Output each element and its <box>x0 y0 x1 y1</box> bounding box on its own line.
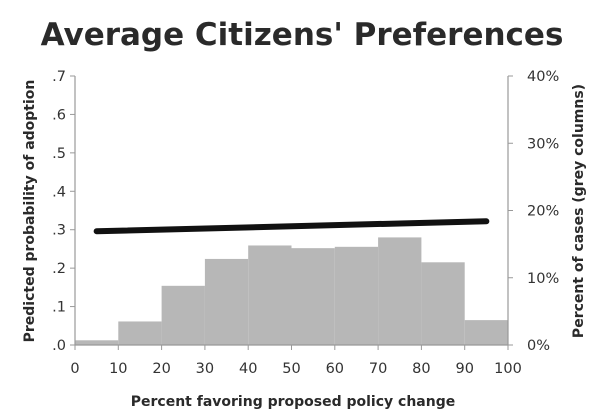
probability-line-layer <box>93 218 490 235</box>
y2-axis-label: Percent of cases (grey columns) <box>571 84 587 338</box>
tick-labels: .0 .1 .2 .3 .4 .5 .6 .7 0% 10% 20% 30% 40% 0 10 20 30 40 5… <box>52 69 559 377</box>
histogram-bar-0 <box>75 340 119 345</box>
chart-title: Average Citizens' Preferences <box>41 17 564 53</box>
y2-tick-label-4: 40% <box>527 69 559 85</box>
x-tick-label-6: 60 <box>326 361 344 377</box>
histogram-bar-6 <box>334 246 379 345</box>
y-tick-label-1: .1 <box>52 300 66 316</box>
histogram-bar-8 <box>421 262 465 345</box>
y-tick-label-7: .7 <box>52 69 66 85</box>
x-tick-label-9: 90 <box>455 361 473 377</box>
y2-tick-label-1: 10% <box>527 271 559 287</box>
y2-tick-label-3: 30% <box>527 136 559 152</box>
histogram-bar-5 <box>291 248 335 345</box>
x-axis-label: Percent favoring proposed policy change <box>131 394 455 410</box>
x-tick-label-10: 100 <box>494 361 522 377</box>
y-tick-label-6: .6 <box>52 107 66 123</box>
x-tick-label-5: 50 <box>282 361 300 377</box>
y-tick-label-4: .4 <box>52 184 66 200</box>
histogram-bar-1 <box>118 321 162 345</box>
y-tick-label-5: .5 <box>52 146 66 162</box>
y2-tick-label-2: 20% <box>527 204 559 220</box>
y-axis-label: Predicted probability of adoption <box>22 80 38 343</box>
y-tick-label-2: .2 <box>52 261 66 277</box>
x-tick-label-8: 80 <box>412 361 430 377</box>
x-tick-label-4: 40 <box>239 361 257 377</box>
probability-line <box>93 218 490 235</box>
x-tick-label-7: 70 <box>369 361 387 377</box>
y-tick-label-3: .3 <box>52 223 66 239</box>
histogram-bar-7 <box>378 237 422 345</box>
x-tick-label-0: 0 <box>70 361 79 377</box>
histogram-bar-2 <box>161 285 205 345</box>
histogram-bar-3 <box>204 258 249 345</box>
axes <box>70 75 513 350</box>
y2-tick-label-0: 0% <box>527 338 550 354</box>
x-tick-label-3: 30 <box>196 361 214 377</box>
histogram-bar-9 <box>464 320 508 345</box>
histogram-bar-4 <box>248 245 292 345</box>
histogram-bars <box>75 237 508 345</box>
x-tick-label-1: 10 <box>109 361 127 377</box>
x-tick-label-2: 20 <box>152 361 170 377</box>
y-tick-label-0: .0 <box>52 338 66 354</box>
